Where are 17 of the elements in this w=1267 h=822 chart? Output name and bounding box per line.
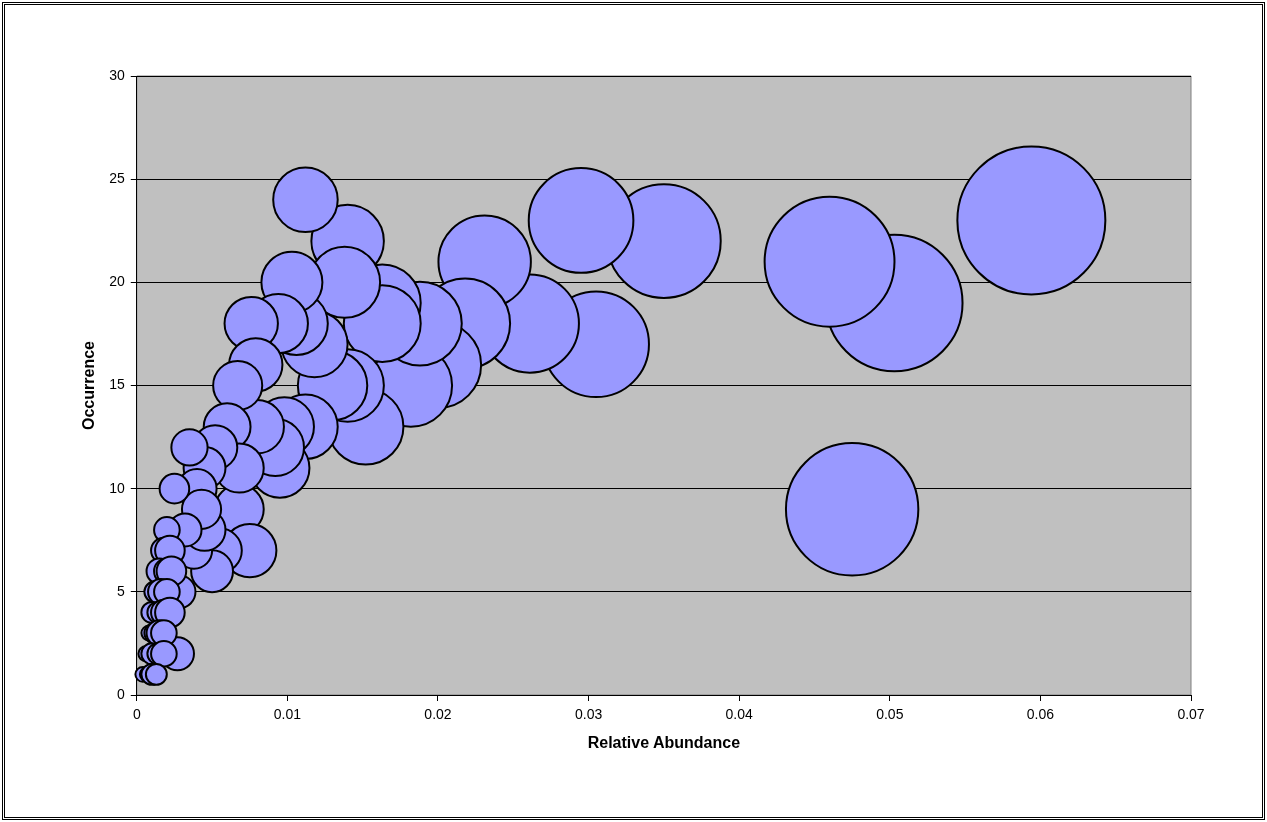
x-axis-title: Relative Abundance: [587, 733, 741, 751]
y-tick-label: 5: [116, 582, 125, 599]
y-tick-label: 0: [116, 685, 125, 702]
x-tick-label: 0.04: [725, 706, 754, 723]
y-axis-title: Occurrence: [80, 340, 98, 430]
x-tick-label: 0.05: [876, 706, 904, 723]
x-tick-label: 0: [132, 706, 141, 723]
x-tick-label: 0.07: [1177, 706, 1205, 723]
y-tick-label: 15: [109, 376, 125, 393]
y-tick-label: 25: [109, 170, 125, 187]
x-tick-label: 0.01: [273, 706, 302, 723]
x-tick-label: 0.02: [424, 706, 452, 723]
y-tick-label: 20: [109, 273, 125, 290]
y-tick-label: 10: [109, 479, 125, 496]
x-tick-label: 0.03: [574, 706, 603, 723]
x-tick-label: 0.06: [1026, 706, 1055, 723]
y-tick-label: 30: [109, 66, 125, 83]
